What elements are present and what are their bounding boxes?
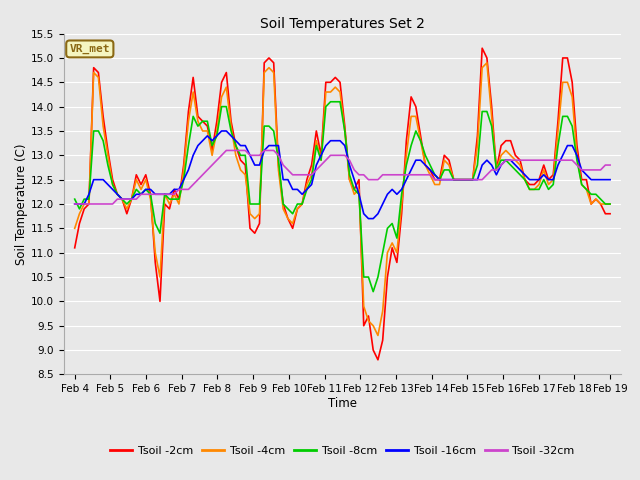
Text: VR_met: VR_met: [70, 44, 110, 54]
Legend: Tsoil -2cm, Tsoil -4cm, Tsoil -8cm, Tsoil -16cm, Tsoil -32cm: Tsoil -2cm, Tsoil -4cm, Tsoil -8cm, Tsoi…: [106, 441, 579, 460]
Title: Soil Temperatures Set 2: Soil Temperatures Set 2: [260, 17, 425, 31]
X-axis label: Time: Time: [328, 397, 357, 410]
Y-axis label: Soil Temperature (C): Soil Temperature (C): [15, 143, 28, 265]
